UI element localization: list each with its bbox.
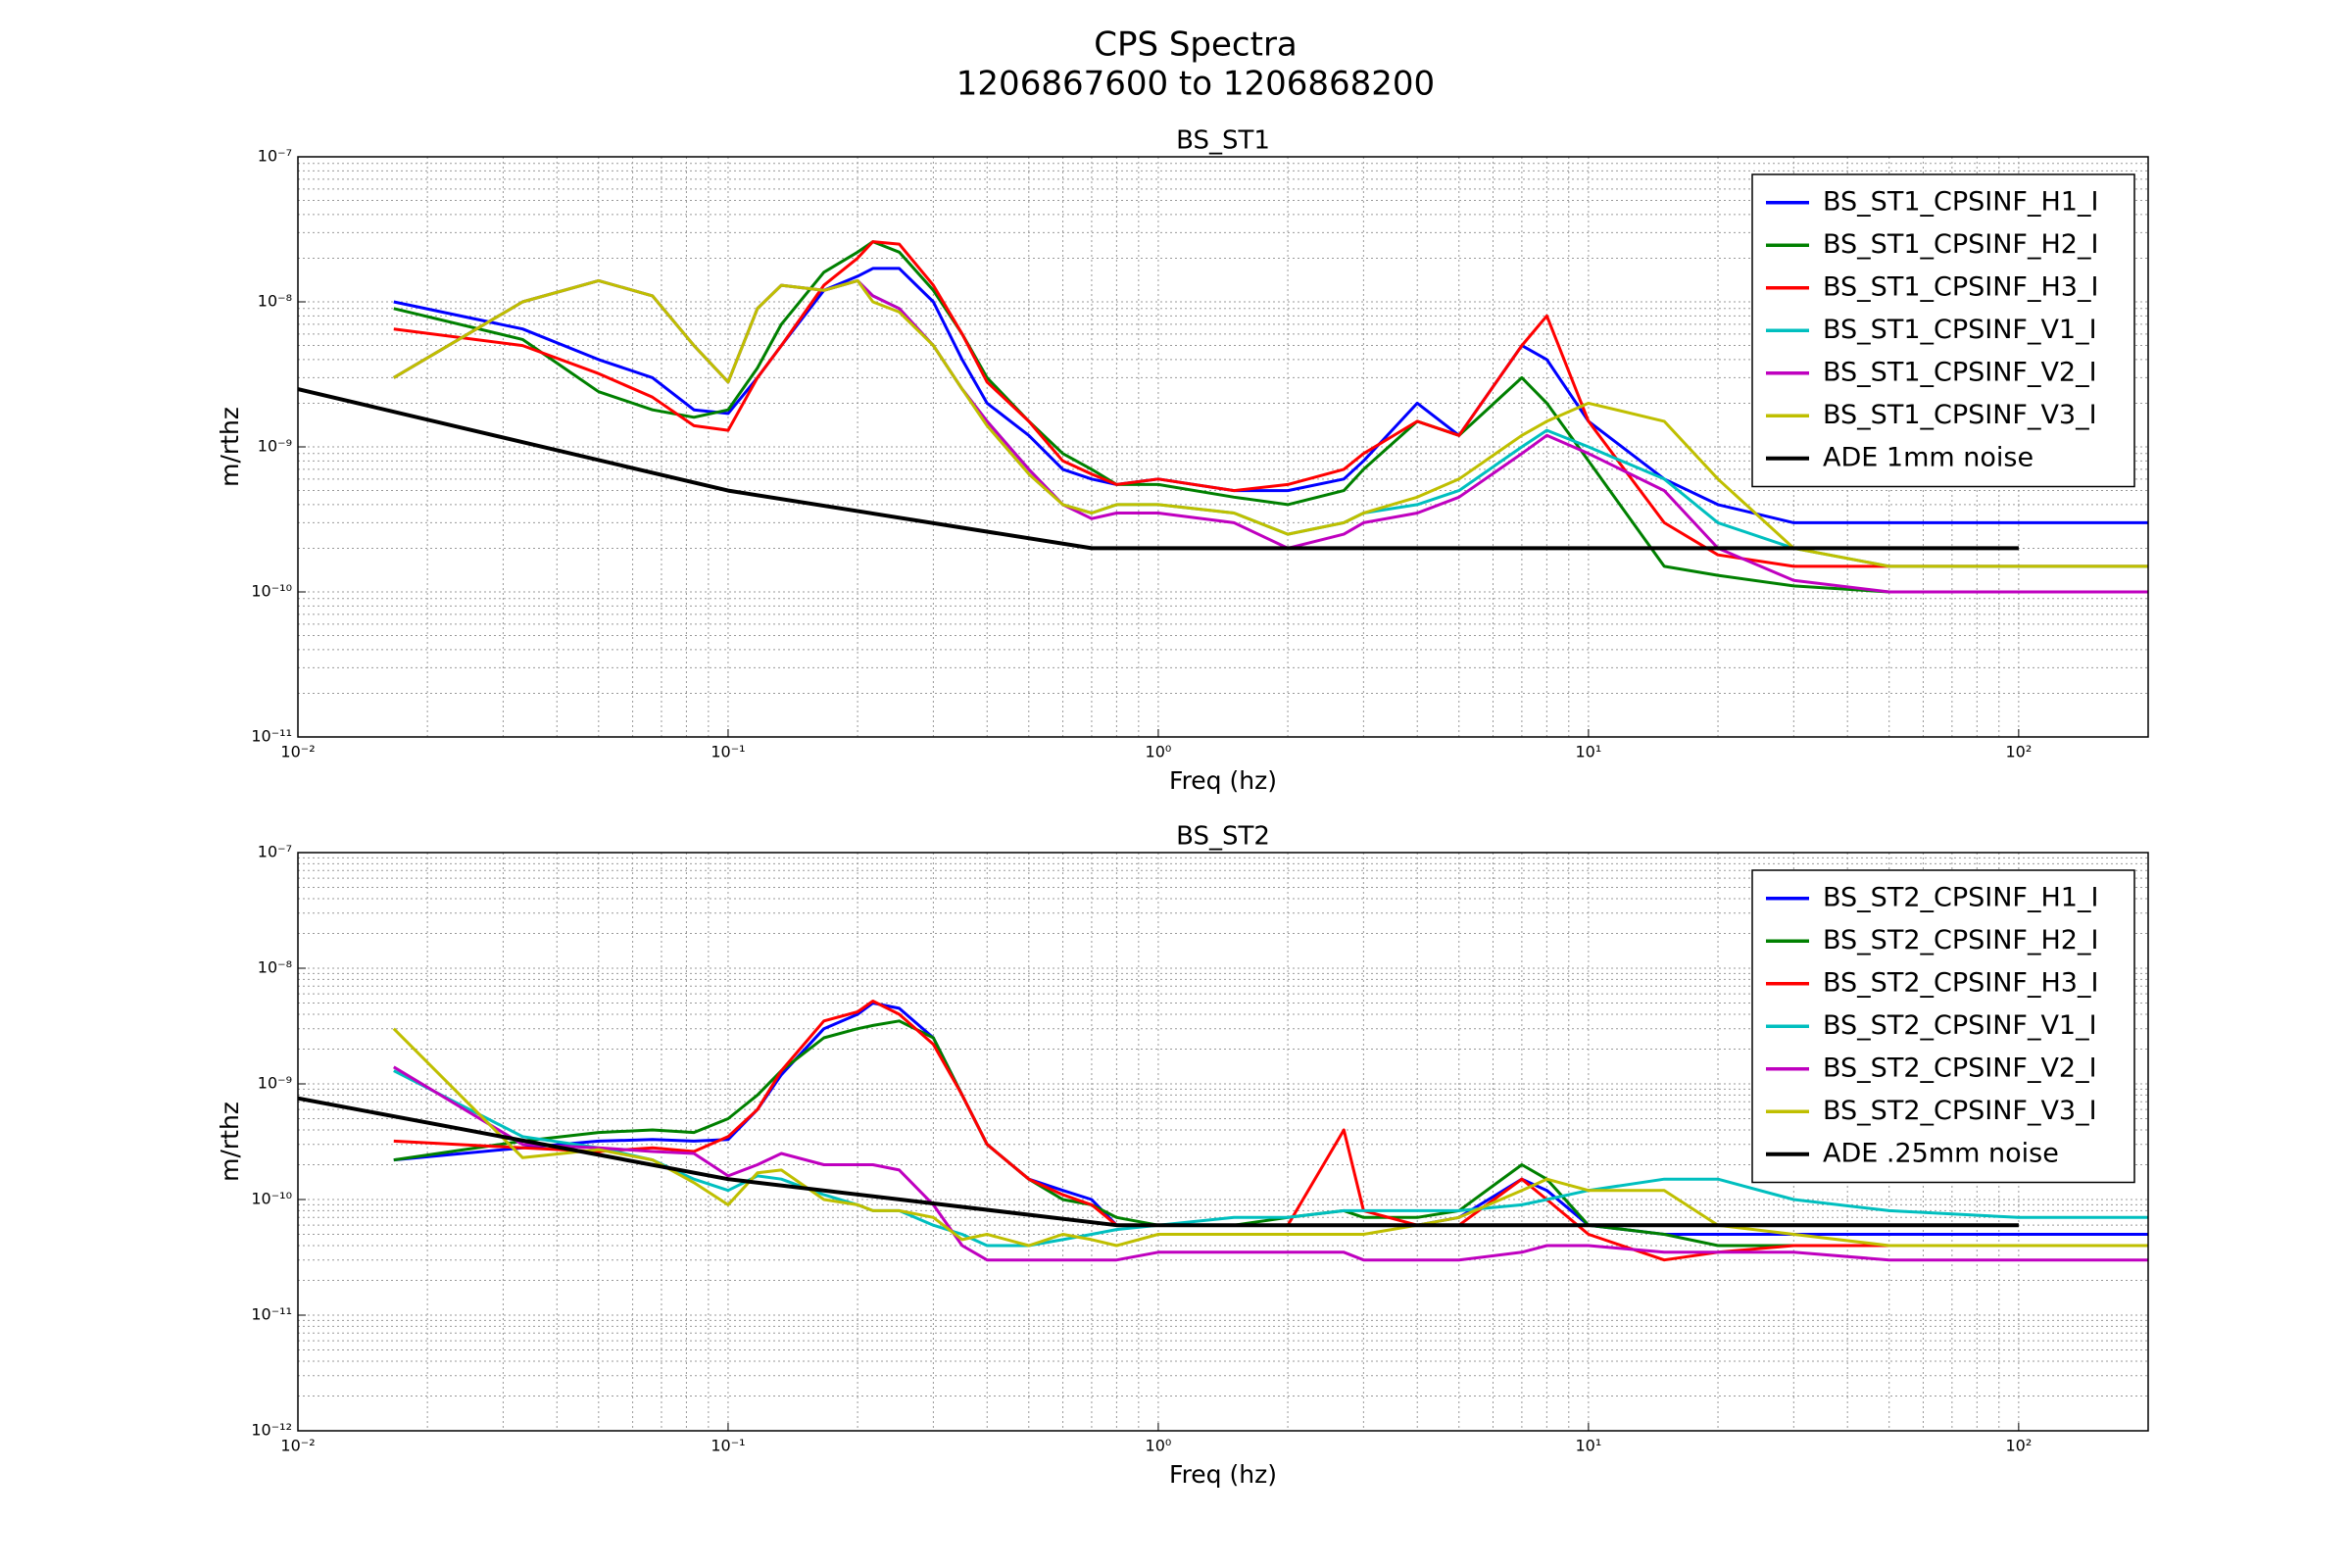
y-tick-label: 10⁻¹² — [251, 1421, 292, 1440]
legend-box — [1751, 869, 2135, 1184]
y-tick-label: 10⁻⁹ — [258, 1074, 292, 1093]
y-tick-label: 10⁻¹¹ — [251, 1305, 292, 1324]
x-tick-label: 10² — [2005, 1437, 2032, 1455]
y-axis-label: m/rthz — [216, 407, 244, 487]
plot-area — [298, 1000, 2148, 1262]
x-tick-label: 10¹ — [1576, 1437, 1602, 1455]
x-axis-label: Freq (hz) — [1169, 766, 1277, 795]
legend-label: BS_ST1_CPSINF_H1_I — [1823, 186, 2098, 217]
series-line — [298, 387, 2019, 551]
y-tick-label: 10⁻¹⁰ — [251, 1190, 292, 1208]
legend-label: BS_ST1_CPSINF_V1_I — [1823, 315, 2097, 345]
y-tick-label: 10⁻¹¹ — [251, 727, 292, 746]
legend-label: ADE .25mm noise — [1823, 1138, 2059, 1168]
x-tick-label: 10⁻¹ — [710, 743, 745, 761]
y-tick-label: 10⁻⁸ — [258, 958, 292, 977]
legend-label: BS_ST1_CPSINF_V2_I — [1823, 357, 2097, 387]
x-tick-label: 10⁻² — [280, 1437, 315, 1455]
y-tick-label: 10⁻⁹ — [258, 437, 292, 456]
series-line — [393, 1065, 2148, 1262]
series-line — [298, 1096, 2019, 1228]
y-axis-label: m/rthz — [216, 1102, 244, 1182]
legend-label: BS_ST1_CPSINF_V3_I — [1823, 400, 2097, 430]
x-tick-label: 10⁻² — [280, 743, 315, 761]
x-tick-label: 10² — [2005, 743, 2032, 761]
series-line — [393, 278, 2148, 568]
legend-label: BS_ST1_CPSINF_H2_I — [1823, 229, 2098, 260]
legend-label: BS_ST2_CPSINF_V2_I — [1823, 1053, 2097, 1083]
legend-label: ADE 1mm noise — [1823, 442, 2034, 472]
x-tick-label: 10⁻¹ — [710, 1437, 745, 1455]
axes-frame — [297, 852, 2149, 1432]
axes-title: BS_ST2 — [1176, 822, 1270, 852]
series-line — [393, 1000, 2148, 1262]
x-tick-label: 10⁰ — [1146, 1437, 1172, 1455]
legend-label: BS_ST2_CPSINF_H3_I — [1823, 967, 2098, 998]
y-tick-label: 10⁻⁷ — [258, 147, 292, 166]
y-tick-label: 10⁻⁷ — [258, 843, 292, 861]
legend-label: BS_ST2_CPSINF_H1_I — [1823, 882, 2098, 912]
series-line — [393, 240, 2148, 594]
axes-title: BS_ST1 — [1176, 126, 1270, 156]
legend-label: BS_ST2_CPSINF_H2_I — [1823, 925, 2098, 956]
plot-area — [298, 240, 2148, 594]
x-tick-label: 10⁰ — [1146, 743, 1172, 761]
legend-label: BS_ST2_CPSINF_V1_I — [1823, 1010, 2097, 1041]
figure-title: CPS Spectra — [1094, 25, 1298, 65]
y-tick-label: 10⁻⁸ — [258, 292, 292, 311]
y-tick-label: 10⁻¹⁰ — [251, 582, 292, 601]
series-line — [393, 267, 2148, 524]
series-line — [393, 240, 2148, 568]
legend-label: BS_ST2_CPSINF_V3_I — [1823, 1096, 2097, 1126]
legend-label: BS_ST1_CPSINF_H3_I — [1823, 271, 2098, 302]
axes-frame — [297, 156, 2149, 738]
legend-box — [1751, 173, 2135, 488]
x-axis-label: Freq (hz) — [1169, 1460, 1277, 1489]
figure-subtitle: 1206867600 to 1206868200 — [956, 65, 1435, 104]
series-line — [392, 1027, 2148, 1248]
x-tick-label: 10¹ — [1576, 743, 1602, 761]
